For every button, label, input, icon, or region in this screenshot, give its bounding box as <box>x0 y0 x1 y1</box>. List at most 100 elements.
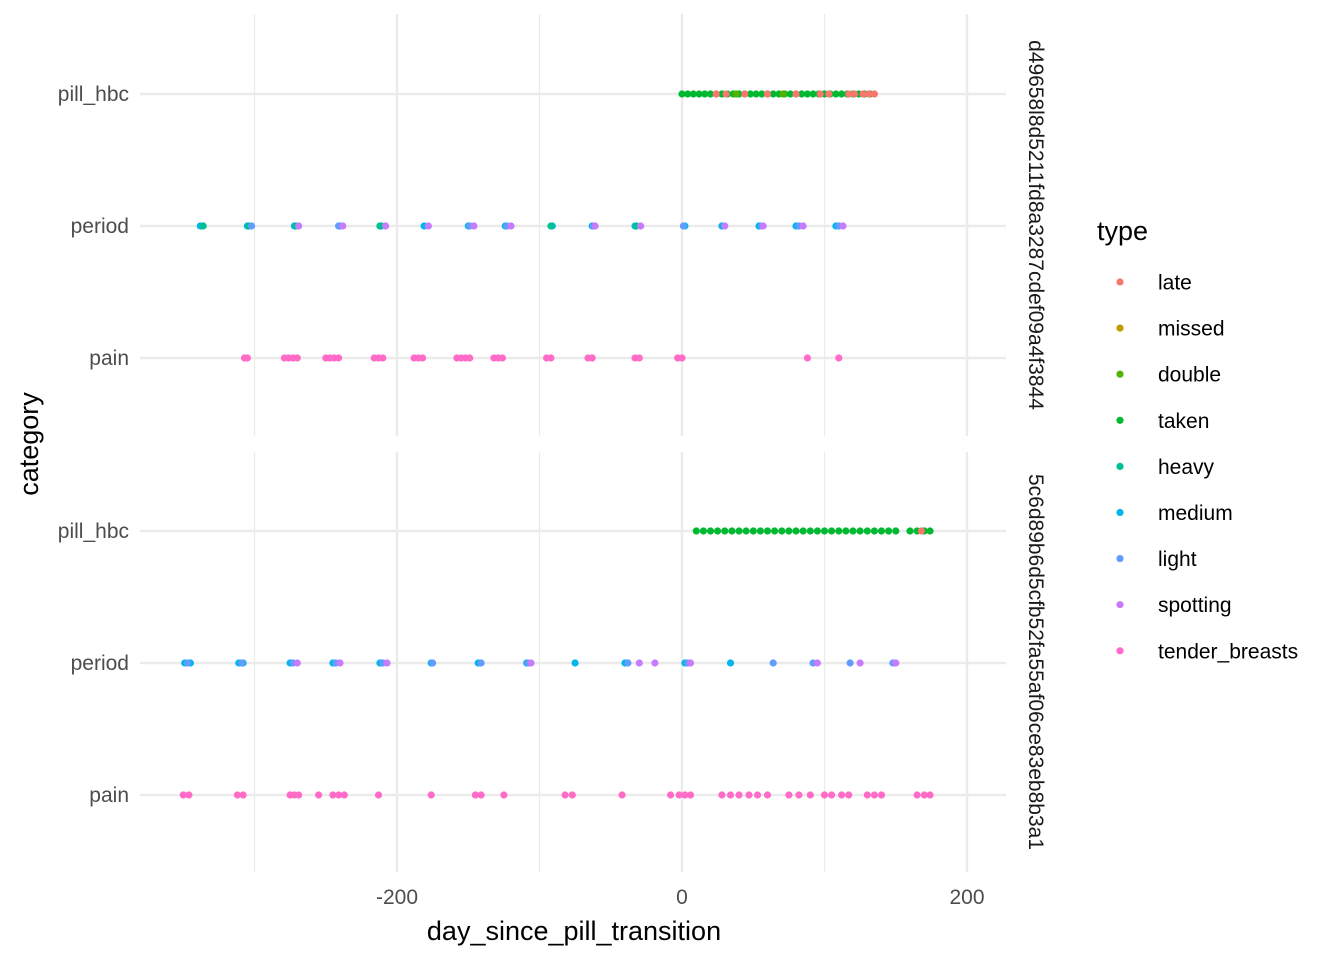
x-axis: -200 0 200 <box>376 886 985 909</box>
point-tender_breasts <box>870 791 879 799</box>
point-late <box>850 90 859 98</box>
legend: type late missed double taken heavy medium lig… <box>1097 216 1298 663</box>
point-spotting <box>295 222 303 230</box>
point-taken <box>714 527 722 535</box>
point-tender_breasts <box>913 791 921 799</box>
legend-label: tender_breasts <box>1158 640 1298 663</box>
point-taken <box>695 90 703 98</box>
y-tick-label: pill_hbc <box>58 83 129 106</box>
point-taken <box>849 527 857 535</box>
point-taken <box>838 90 846 98</box>
point-tender_breasts <box>335 354 343 362</box>
point-tender_breasts <box>726 791 735 799</box>
point-tender_breasts <box>477 791 485 799</box>
legend-label: missed <box>1158 318 1225 341</box>
point-late <box>865 90 873 98</box>
legend-item: taken <box>1116 410 1209 433</box>
point-tender_breasts <box>828 791 836 799</box>
panel-strip-label: 5c6d89b6d5cfb52fa55af06ce83eb8b3a1 <box>1024 474 1047 850</box>
point-taken <box>906 527 914 535</box>
legend-item: light <box>1116 548 1197 571</box>
point-taken <box>885 527 893 535</box>
point-taken <box>785 527 793 535</box>
point-spotting <box>470 222 478 230</box>
point-taken <box>799 527 807 535</box>
points <box>196 90 879 362</box>
x-tick-label: 200 <box>949 886 984 909</box>
point-tender_breasts <box>735 791 743 799</box>
point-tender_breasts <box>686 791 695 799</box>
point-spotting <box>339 222 347 230</box>
point-taken <box>771 527 779 535</box>
y-tick-label: period <box>71 215 129 238</box>
legend-label: late <box>1158 272 1192 295</box>
legend-item: spotting <box>1116 594 1232 617</box>
y-tick-label: pain <box>89 347 129 370</box>
point-taken <box>684 90 692 98</box>
points <box>179 527 934 799</box>
legend-key-medium <box>1116 508 1124 517</box>
point-tender_breasts <box>635 354 643 362</box>
legend-label: spotting <box>1158 594 1232 617</box>
point-spotting <box>635 659 643 667</box>
point-tender_breasts <box>547 354 555 362</box>
point-tender_breasts <box>681 791 689 799</box>
point-taken <box>689 90 698 98</box>
x-tick-label: -200 <box>376 886 418 909</box>
y-tick-label: pill_hbc <box>58 520 129 543</box>
point-tender_breasts <box>379 354 387 362</box>
legend-item: late <box>1116 272 1192 295</box>
point-spotting <box>892 659 900 667</box>
point-taken <box>926 527 934 535</box>
point-taken <box>892 527 900 535</box>
point-tender_breasts <box>568 791 576 799</box>
point-tender_breasts <box>678 354 686 362</box>
point-taken <box>706 90 715 98</box>
point-spotting <box>813 659 822 667</box>
x-axis-title: day_since_pill_transition <box>427 916 721 946</box>
point-tender_breasts <box>618 791 626 799</box>
point-tender_breasts <box>419 354 427 362</box>
point-taken <box>749 527 757 535</box>
point-spotting <box>856 659 864 667</box>
point-taken <box>792 527 800 535</box>
point-tender_breasts <box>471 791 479 799</box>
point-light <box>624 659 632 667</box>
legend-key-late <box>1116 278 1124 286</box>
point-late <box>870 90 879 98</box>
legend-label: medium <box>1158 502 1233 525</box>
point-spotting <box>336 659 344 667</box>
legend-title: type <box>1097 216 1148 246</box>
point-tender_breasts <box>863 791 871 799</box>
point-heavy <box>199 222 207 230</box>
point-tender_breasts <box>588 354 596 362</box>
point-tender_breasts <box>243 354 251 362</box>
point-taken <box>842 527 850 535</box>
point-medium <box>726 659 735 667</box>
point-tender_breasts <box>466 354 474 362</box>
point-tender_breasts <box>920 791 928 799</box>
point-taken <box>832 90 840 98</box>
point-tender_breasts <box>340 791 348 799</box>
point-spotting <box>424 222 432 230</box>
point-tender_breasts <box>926 791 934 799</box>
point-tender_breasts <box>329 791 337 799</box>
legend-key-tender_breasts <box>1116 647 1124 655</box>
y-axis-title: category <box>14 392 44 496</box>
x-tick-label: 0 <box>676 886 688 909</box>
gridlines <box>140 14 1006 436</box>
point-taken <box>877 527 886 535</box>
legend-key-taken <box>1116 416 1124 424</box>
point-late <box>722 90 730 98</box>
point-tender_breasts <box>427 791 435 799</box>
point-spotting <box>839 222 847 230</box>
point-spotting <box>799 222 807 230</box>
point-taken <box>721 527 729 535</box>
point-taken <box>701 90 709 98</box>
point-taken <box>728 527 736 535</box>
point-taken <box>769 90 777 98</box>
point-tender_breasts <box>845 791 853 799</box>
